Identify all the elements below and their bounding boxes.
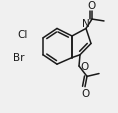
Text: N: N xyxy=(82,19,90,29)
Text: Cl: Cl xyxy=(18,30,28,40)
Text: O: O xyxy=(80,61,88,71)
Text: Br: Br xyxy=(13,52,25,62)
Text: O: O xyxy=(81,88,89,98)
Text: O: O xyxy=(88,1,96,11)
